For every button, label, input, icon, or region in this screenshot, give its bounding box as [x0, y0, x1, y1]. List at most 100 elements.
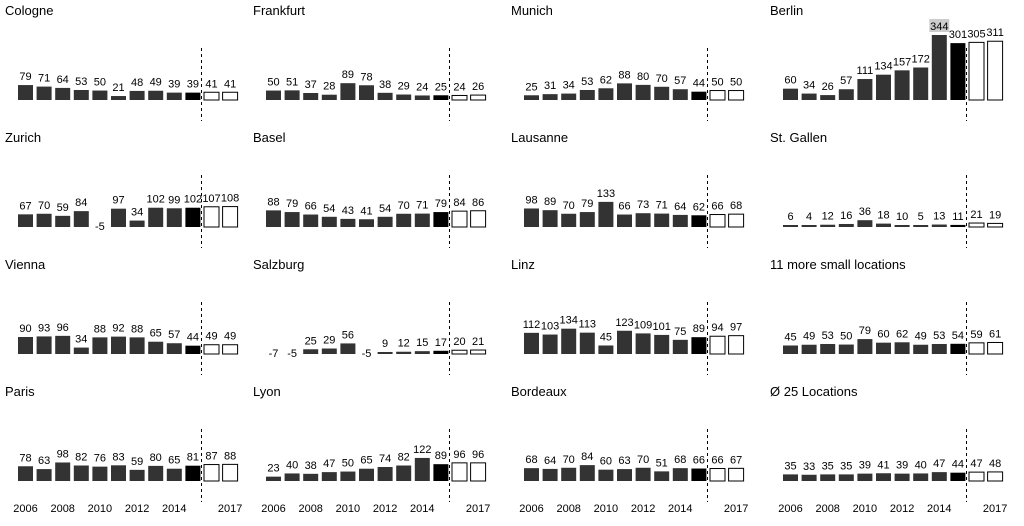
data-label: 35: [822, 460, 834, 472]
bar-2007: [284, 90, 300, 100]
x-tick-label: 2008: [50, 503, 74, 515]
bar-2013: [654, 86, 670, 100]
chart-title: Frankfurt: [253, 3, 305, 18]
data-label: 89: [544, 196, 556, 208]
data-label: 89: [342, 69, 354, 81]
bar-2006: [18, 214, 33, 227]
bar-2015: [185, 465, 201, 481]
bar-2014: [931, 343, 947, 354]
data-label: 79: [581, 198, 593, 210]
data-label: 9: [382, 338, 388, 350]
data-label: 13: [933, 211, 945, 223]
data-label: 47: [970, 458, 982, 470]
data-label: 68: [674, 454, 686, 466]
bar-2011: [617, 330, 632, 354]
data-label: 93: [38, 322, 50, 334]
data-label: 38: [305, 460, 317, 472]
bar-2015: [691, 215, 707, 227]
x-tick-label: 2014: [668, 503, 692, 515]
data-label: 112: [523, 319, 541, 331]
data-label: 37: [305, 79, 317, 91]
x-tick-label: 2008: [298, 503, 322, 515]
x-tick-label: 2010: [336, 503, 360, 515]
data-label: 60: [877, 329, 889, 341]
data-label: 73: [637, 199, 649, 211]
bar-2016: [451, 210, 468, 228]
bar-2015: [691, 91, 707, 100]
data-label: -5: [287, 348, 297, 360]
data-label: 60: [784, 75, 796, 87]
data-label: 133: [597, 188, 615, 200]
data-label: 39: [168, 79, 180, 91]
bar-2010: [598, 469, 614, 481]
bar-2006: [524, 95, 539, 100]
chart-panel-salzburg: Salzburg -7 -5 25 29 56 -5 9 12 15 17 20 21: [253, 257, 487, 375]
bar-2016: [968, 471, 985, 482]
bar-2013: [148, 90, 164, 100]
data-label: 51: [656, 457, 668, 469]
data-label: 60: [600, 456, 612, 468]
data-label: 50: [342, 458, 354, 470]
bar-2010: [598, 345, 614, 354]
data-label: 75: [674, 326, 686, 338]
bar-2006: [18, 85, 33, 100]
bar-2007: [36, 336, 52, 354]
data-label: 45: [784, 331, 796, 343]
data-label: 84: [453, 197, 465, 209]
bar-2007: [284, 212, 300, 227]
bar-2009: [321, 348, 337, 354]
data-label: 78: [19, 452, 31, 464]
bar-2012: [635, 333, 651, 354]
data-label: 66: [618, 201, 630, 213]
chart-title: St. Gallen: [770, 130, 827, 145]
data-label: 16: [840, 210, 852, 222]
x-tick-label: 2006: [261, 503, 285, 515]
bar-2013: [654, 334, 670, 354]
bar-2010: [857, 339, 873, 354]
bar-2013: [913, 225, 929, 227]
bar-2008: [303, 349, 319, 354]
data-label: 6: [787, 211, 793, 223]
data-label: 68: [525, 454, 537, 466]
bar-2007: [542, 334, 558, 354]
bar-2009: [579, 89, 595, 100]
data-label: 71: [38, 73, 50, 85]
data-label: 47: [933, 458, 945, 470]
data-label: 79: [859, 325, 871, 337]
data-label: 44: [952, 459, 964, 471]
bar-2017: [470, 210, 487, 228]
x-tick-label: 2010: [594, 503, 618, 515]
data-label: 48: [989, 458, 1001, 470]
bar-2014: [672, 339, 688, 354]
data-label: 54: [323, 203, 335, 215]
data-label: 44: [693, 78, 705, 90]
bar-2013: [148, 207, 164, 227]
bar-2009: [838, 474, 854, 481]
bar-2010: [92, 90, 108, 100]
bar-2017: [987, 40, 1004, 101]
bar-2014: [931, 35, 947, 100]
data-label: 64: [674, 201, 686, 213]
data-label: 40: [915, 459, 927, 471]
data-label: 97: [730, 322, 742, 334]
data-label: 19: [989, 209, 1001, 221]
data-label: 89: [693, 323, 705, 335]
bar-2011: [111, 96, 126, 100]
bar-2015: [950, 43, 966, 100]
bar-2007: [801, 474, 817, 481]
data-label: 25: [435, 81, 447, 93]
data-label: 78: [360, 71, 372, 83]
bar-2008: [303, 93, 319, 100]
bar-2006: [783, 225, 798, 227]
data-label: 33: [803, 461, 815, 473]
bar-2014: [672, 214, 688, 227]
bar-2015: [950, 224, 966, 227]
bar-2008: [561, 328, 577, 354]
data-label: 64: [57, 74, 69, 86]
data-label-highlight: [929, 19, 950, 32]
bar-2017: [470, 94, 487, 101]
x-tick-label: 2008: [556, 503, 580, 515]
bar-2011: [111, 208, 126, 227]
bar-2006: [266, 476, 281, 481]
